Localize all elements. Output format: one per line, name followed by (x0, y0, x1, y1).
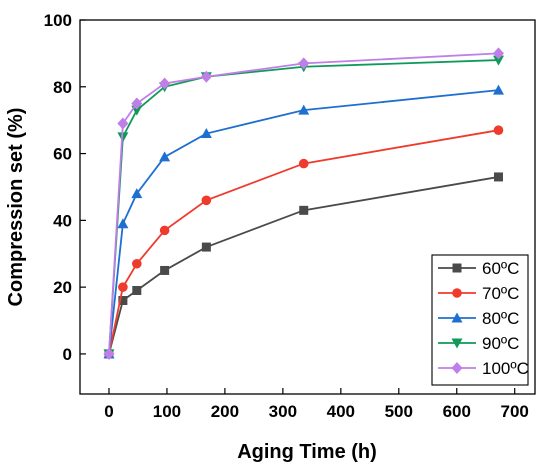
data-point (159, 151, 171, 162)
data-point (201, 195, 212, 206)
data-point (117, 117, 129, 130)
legend-marker (452, 288, 462, 298)
x-tick-label: 400 (327, 402, 355, 421)
plot-frame (79, 19, 536, 395)
x-tick-label: 300 (269, 402, 297, 421)
data-point (298, 104, 310, 115)
legend-box (431, 254, 529, 386)
data-point (131, 97, 143, 110)
x-tick-label: 100 (153, 402, 181, 421)
data-point (131, 188, 143, 199)
data-point (159, 225, 170, 236)
x-tick-label: 500 (385, 402, 413, 421)
series-line (108, 89, 499, 355)
series-line (108, 52, 499, 354)
legend-label: 80ºC (482, 309, 519, 328)
data-series (103, 47, 504, 360)
legend-label: 90ºC (482, 334, 519, 353)
data-point (492, 84, 504, 95)
data-point (132, 285, 142, 295)
data-point (132, 258, 142, 269)
y-tick-label: 100 (44, 11, 72, 30)
data-point (160, 265, 170, 275)
y-tick-label: 40 (53, 211, 72, 230)
x-tick-label: 700 (501, 402, 529, 421)
data-point (103, 347, 115, 360)
data-point (298, 57, 310, 70)
legend: 60ºC 70ºC 80ºC 90ºC 100ºC (431, 254, 529, 386)
data-point (200, 70, 212, 83)
legend-marker (452, 263, 462, 273)
data-point (118, 296, 128, 305)
y-tick-label: 20 (53, 278, 72, 297)
x-axis-title: Aging Time (h) (237, 441, 377, 463)
data-point (492, 55, 504, 66)
data-point (200, 128, 212, 139)
legend-label: 60ºC (482, 259, 519, 278)
data-point (299, 205, 309, 215)
y-axis-title: Compression set (%) (5, 108, 27, 307)
x-tick-label: 200 (211, 402, 239, 421)
x-tick-label: 0 (104, 402, 113, 421)
data-point (492, 47, 504, 60)
data-point (117, 218, 129, 229)
data-point (201, 242, 211, 252)
data-point (298, 158, 309, 169)
legend-label: 100ºC (482, 359, 529, 378)
legend-marker (451, 362, 463, 374)
legend-label: 70ºC (482, 284, 519, 303)
series-line (108, 176, 499, 355)
y-tick-label: 60 (53, 145, 72, 164)
y-tick-label: 80 (53, 78, 72, 97)
y-tick-label: 0 (63, 345, 72, 364)
axis-ticks: 0 100 200 300 400 500 600 700 0 20 40 60 80 100 (44, 11, 529, 421)
data-point (159, 77, 171, 90)
data-point (493, 125, 504, 135)
data-point (118, 282, 128, 292)
data-point (493, 172, 503, 182)
legend-marker (451, 312, 463, 323)
x-tick-label: 600 (443, 402, 471, 421)
legend-marker (451, 338, 463, 349)
